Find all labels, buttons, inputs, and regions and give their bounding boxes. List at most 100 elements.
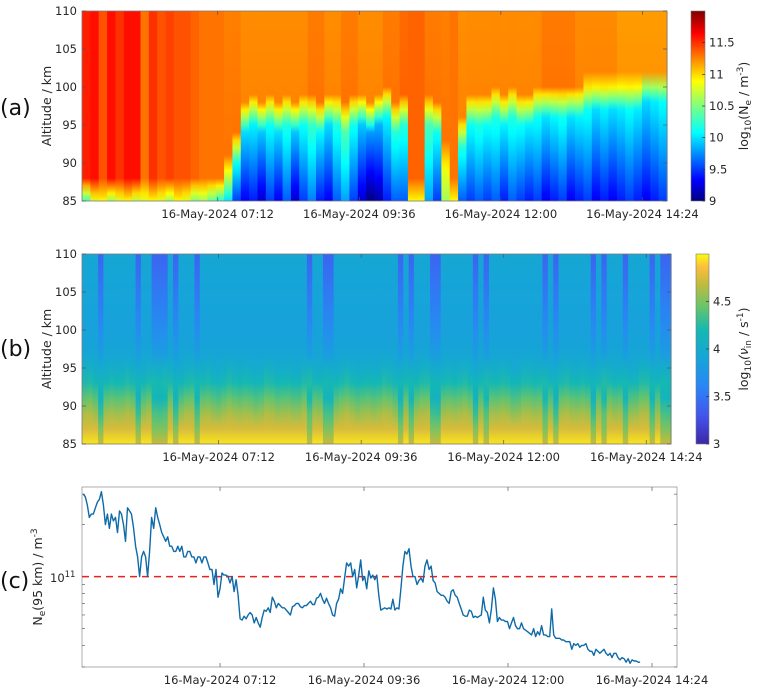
c-ylabel-sup: -3 — [30, 528, 40, 537]
c-ylabel-rest: (95 km) / m — [30, 537, 45, 610]
heatmap-b-column — [387, 254, 394, 444]
heatmap-a-column — [316, 11, 325, 201]
cbar-b-label-sub: 10 — [744, 360, 754, 372]
colorbar-b-ticks: 3 3.5 4 4.5 — [706, 295, 731, 451]
heatmap-b-column — [328, 254, 335, 444]
heatmap-b-column — [360, 254, 367, 444]
heatmap-a-column — [115, 11, 125, 201]
heatmap-a-column — [533, 11, 543, 201]
heatmap-b-column — [446, 254, 453, 444]
c-ytick-base: 10 — [50, 571, 65, 585]
heatmap-b-column — [140, 254, 147, 444]
heatmap-a-column — [357, 11, 367, 201]
heatmap-b-column — [130, 254, 137, 444]
heatmap-a-column — [382, 11, 392, 201]
heatmap-b-column — [274, 254, 281, 444]
heatmap-b-column — [312, 254, 319, 444]
heatmap-b-column — [135, 254, 142, 444]
heatmap-a-column — [491, 11, 501, 201]
heatmap-a-column — [441, 11, 451, 201]
a-ctick-label: 10.5 — [709, 99, 735, 113]
heatmap-b-column — [253, 254, 260, 444]
heatmap-b-column — [403, 254, 410, 444]
heatmap-a-column — [625, 11, 635, 201]
heatmap-b-column — [413, 254, 420, 444]
heatmap-b-column — [526, 254, 533, 444]
heatmap-a-column — [307, 11, 317, 201]
heatmap-b-column — [317, 254, 324, 444]
b-y-ticks: 85 90 95 100 105 110 — [55, 247, 671, 451]
heatmap-b-column — [510, 254, 517, 444]
heatmap-b-column — [162, 254, 169, 444]
heatmap-b-column — [339, 254, 345, 444]
heatmap-b-column — [296, 254, 303, 444]
a-xtick-label: 16-May-2024 14:24 — [586, 207, 699, 221]
heatmap-b-column — [151, 254, 158, 444]
heatmap-b-column — [322, 254, 329, 444]
heatmap-b-column — [633, 254, 640, 444]
heatmap-b-cells — [82, 254, 672, 444]
heatmap-b-column — [424, 254, 431, 444]
heatmap-b-column — [585, 254, 592, 444]
cbar-b-label-rest: / s — [736, 321, 751, 340]
b-ytick-label: 105 — [55, 285, 77, 299]
heatmap-b-column — [483, 254, 490, 444]
heatmap-a-column — [433, 11, 442, 201]
heatmap-b-column — [435, 254, 442, 444]
c-ytick-1e11: 1011 — [50, 570, 75, 585]
heatmap-b-column — [205, 254, 212, 444]
heatmap-b-column — [199, 254, 206, 444]
cbar-b-label-sub2: in — [744, 340, 754, 348]
heatmap-b-column — [183, 254, 190, 444]
cbar-b-label-base: log — [736, 372, 751, 391]
heatmap-b-column — [515, 254, 522, 444]
a-ytick-label: 110 — [55, 4, 77, 18]
heatmap-a-column — [324, 11, 334, 201]
heatmap-a-column — [265, 11, 275, 201]
heatmap-a-column — [199, 11, 208, 201]
heatmap-a-column — [282, 11, 292, 201]
b-xtick-label: 16-May-2024 09:36 — [305, 450, 418, 464]
cbar-a-label-sup: -3 — [736, 67, 746, 76]
colorbar-b-label: log10(νin / s-1) — [736, 307, 754, 390]
heatmap-b-column — [563, 254, 570, 444]
heatmap-b-column — [596, 254, 602, 444]
heatmap-b-column — [440, 254, 447, 444]
heatmap-b-column — [242, 254, 249, 444]
a-xtick-label: 16-May-2024 07:12 — [161, 207, 274, 221]
heatmap-a-column — [566, 11, 576, 201]
cbar-a-label-mid: (N — [736, 106, 751, 120]
heatmap-a-column — [658, 11, 668, 201]
heatmap-b-column — [269, 254, 276, 444]
b-xtick-label: 16-May-2024 14:24 — [590, 450, 703, 464]
b-ctick-label: 4 — [713, 342, 720, 356]
a-ytick-label: 105 — [55, 42, 77, 56]
heatmap-a-column — [332, 11, 342, 201]
heatmap-b-column — [119, 254, 126, 444]
b-ytick-label: 110 — [55, 247, 77, 261]
c-x-ticks: 16-May-2024 07:12 16-May-2024 09:36 16-May… — [164, 487, 708, 687]
heatmap-b-column — [194, 254, 201, 444]
heatmap-a-column — [608, 11, 618, 201]
plot-a-frame — [81, 10, 668, 202]
heatmap-b-column — [606, 254, 613, 444]
heatmap-b-column — [178, 254, 185, 444]
heatmap-b-column — [290, 254, 297, 444]
heatmap-b-column — [488, 254, 495, 444]
heatmap-a-column — [232, 11, 242, 201]
heatmap-b-column — [531, 254, 538, 444]
heatmap-a-column — [550, 11, 559, 201]
c-xtick-label: 16-May-2024 09:36 — [308, 673, 421, 687]
heatmap-a-column — [207, 11, 217, 201]
heatmap-a-column — [424, 11, 434, 201]
heatmap-a-column — [215, 11, 225, 201]
heatmap-b-column — [392, 254, 399, 444]
heatmap-a-column — [641, 11, 651, 201]
heatmap-a-column — [650, 11, 660, 201]
heatmap-a-column — [148, 11, 158, 201]
heatmap-b-column — [649, 254, 656, 444]
cbar-a-label-base: log — [736, 131, 751, 150]
heatmap-b-column — [92, 254, 99, 444]
